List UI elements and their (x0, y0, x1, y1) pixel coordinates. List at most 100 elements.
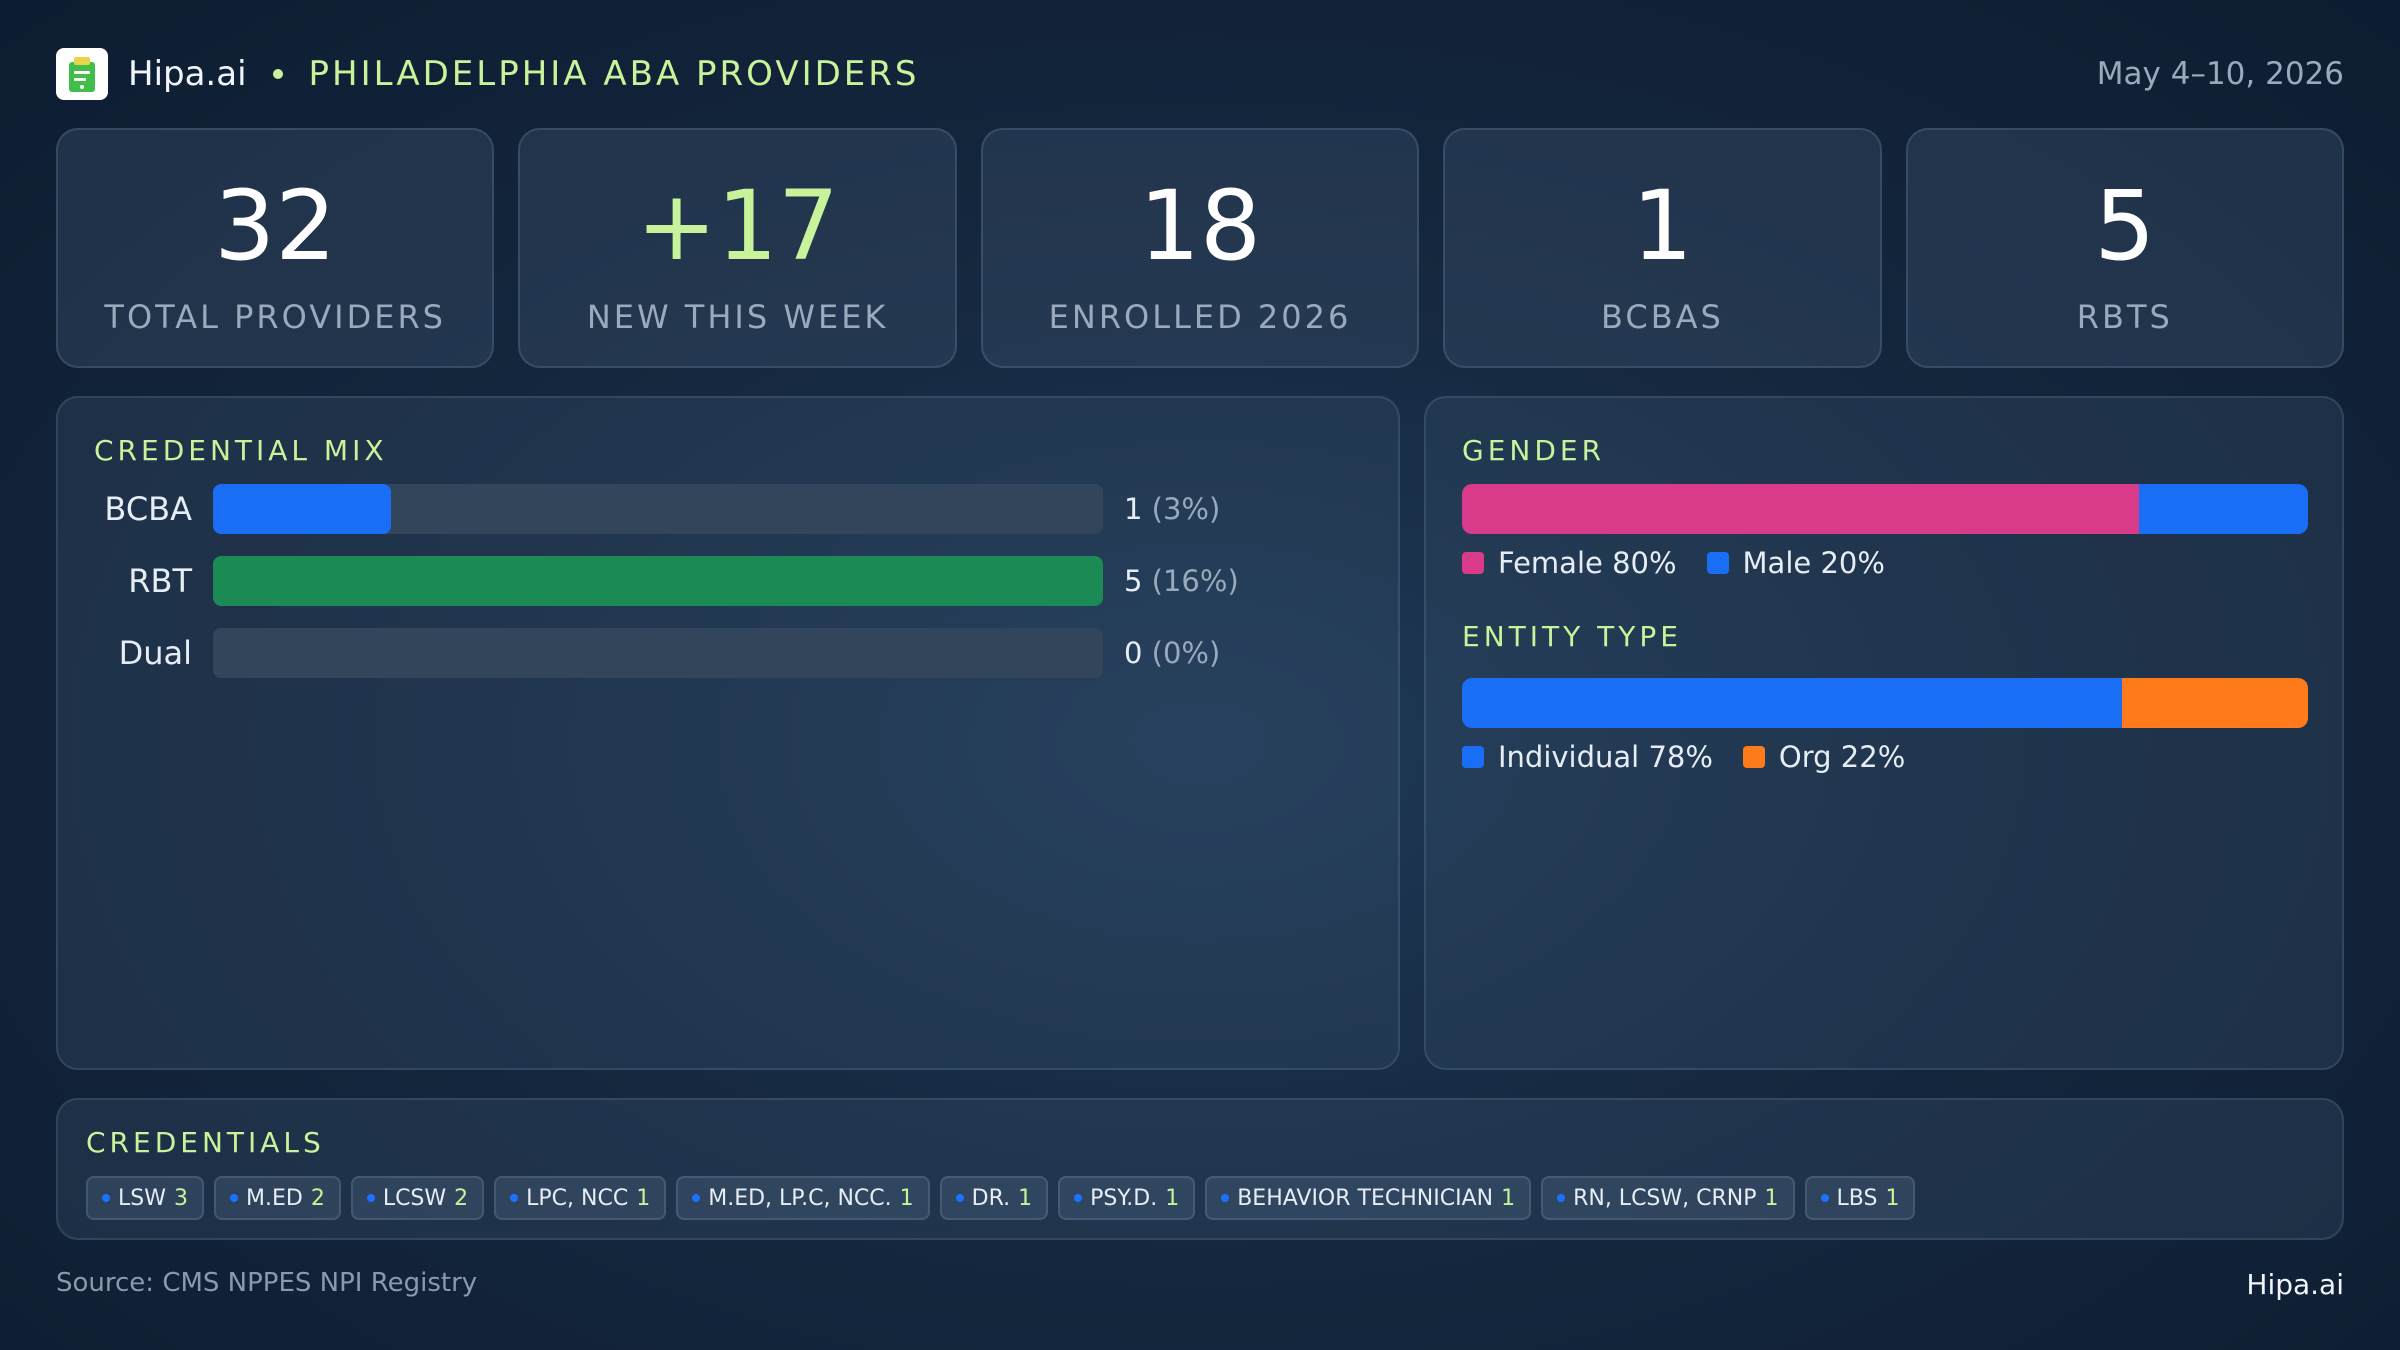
legend-label: Org 22% (1778, 740, 1906, 774)
chip-count: 3 (173, 1185, 188, 1211)
chip-label: LCSW (382, 1185, 447, 1211)
stat-card-enrolled: 18 ENROLLED 2026 (980, 128, 1420, 368)
chip-dot (692, 1194, 701, 1202)
chip-count: 2 (310, 1185, 325, 1211)
chip-count: 1 (899, 1185, 914, 1211)
chip-label: BEHAVIOR TECHNICIAN (1237, 1185, 1494, 1211)
chip-dot (955, 1194, 964, 1202)
stacked-segment (1462, 678, 2122, 728)
date-range: May 4–10, 2026 (2096, 56, 2344, 92)
panel-title: CREDENTIALS (86, 1126, 325, 1159)
chip-count: 1 (1501, 1185, 1516, 1211)
credential-chip: LSW 3 (86, 1176, 204, 1220)
stat-label: ENROLLED 2026 (1048, 298, 1352, 336)
chip-label: M.ED, LP.C, NCC. (708, 1185, 892, 1211)
credential-chip: DR. 1 (939, 1176, 1049, 1220)
legend-label: Female 80% (1498, 546, 1677, 580)
chip-dot (102, 1194, 110, 1202)
credential-bar-row: BCBA 1 (3%) (58, 484, 1398, 534)
entity-type-title: ENTITY TYPE (1462, 620, 1682, 653)
chip-count: 2 (454, 1185, 469, 1211)
credential-chip: M.ED, LP.C, NCC. 1 (676, 1176, 930, 1220)
legend-label: Male 20% (1742, 546, 1885, 580)
bar-value: 5 (16%) (1124, 556, 1239, 606)
legend-item-male: Male 20% (1706, 546, 1885, 580)
chip-dot (510, 1194, 519, 1202)
legend-swatch (1742, 746, 1765, 768)
stacked-segment (2121, 678, 2308, 728)
clipboard-icon (69, 57, 95, 92)
chip-label: PSY.D. (1090, 1185, 1158, 1211)
chip-dot (1221, 1194, 1230, 1202)
chip-dot (366, 1194, 375, 1202)
chip-count: 1 (636, 1185, 651, 1211)
legend-swatch (1706, 552, 1729, 574)
bar-track (213, 628, 1103, 678)
credential-bar-row: Dual 0 (0%) (58, 628, 1398, 678)
stat-value: 1 (1631, 170, 1693, 282)
app-logo (56, 48, 108, 100)
gender-stacked-bar (1462, 484, 2308, 534)
chip-label: DR. (971, 1185, 1011, 1211)
chip-count: 1 (1885, 1185, 1900, 1211)
stat-card-rbts: 5 RBTS (1905, 128, 2345, 368)
stat-card-bcbas: 1 BCBAS (1443, 128, 1882, 368)
chip-dot (1557, 1194, 1566, 1202)
legend-item-female: Female 80% (1462, 546, 1677, 580)
gender-title: GENDER (1462, 434, 1606, 467)
stat-label: NEW THIS WEEK (586, 298, 889, 336)
stacked-segment (2138, 484, 2308, 534)
entity-type-legend: Individual 78% Org 22% (1462, 740, 1935, 774)
credential-chip: PSY.D. 1 (1058, 1176, 1196, 1220)
credential-chip: LBS 1 (1804, 1176, 1916, 1220)
chip-label: M.ED (245, 1185, 303, 1211)
chip-dot (1820, 1194, 1829, 1202)
credential-chip: RN, LCSW, CRNP 1 (1541, 1176, 1795, 1220)
legend-swatch (1462, 552, 1484, 574)
chip-label: LBS (1836, 1185, 1878, 1211)
credential-mix-panel: CREDENTIAL MIX BCBA 1 (3%) RBT 5 (16%) D… (56, 396, 1400, 1070)
stat-value: +17 (636, 170, 839, 282)
data-source: Source: CMS NPPES NPI Registry (56, 1268, 478, 1298)
chip-count: 1 (1165, 1185, 1180, 1211)
bar-fill (213, 484, 391, 534)
brand-name: Hipa.ai (128, 54, 247, 94)
legend-label: Individual 78% (1498, 740, 1713, 774)
bar-count: 1 (1124, 492, 1143, 526)
bar-percent: (3%) (1151, 492, 1221, 526)
credential-chip: BEHAVIOR TECHNICIAN 1 (1205, 1176, 1532, 1220)
chip-label: LPC, NCC (526, 1185, 629, 1211)
credential-bar-row: RBT 5 (16%) (58, 556, 1398, 606)
stat-value: 32 (214, 170, 337, 282)
bar-percent: (16%) (1151, 564, 1239, 598)
stacked-segment (1462, 484, 2139, 534)
bar-value: 0 (0%) (1124, 628, 1220, 678)
bar-label: RBT (128, 562, 192, 600)
bar-label: Dual (118, 634, 192, 672)
stat-label: BCBAS (1600, 298, 1724, 336)
footer-brand: Hipa.ai (2246, 1268, 2344, 1301)
bar-label: BCBA (104, 490, 192, 528)
stat-value: 5 (2094, 170, 2156, 282)
credential-chips: LSW 3 M.ED 2 LCSW 2 LPC, NCC 1 M.ED, LP.C, NCC. 1… (86, 1176, 1916, 1220)
legend-swatch (1462, 746, 1484, 768)
chip-label: RN, LCSW, CRNP (1573, 1185, 1757, 1211)
credentials-panel: CREDENTIALS LSW 3 M.ED 2 LCSW 2 LPC, NCC 1 M.ED,… (56, 1098, 2344, 1240)
page-title: PHILADELPHIA ABA PROVIDERS (308, 54, 920, 94)
credential-chip: M.ED 2 (213, 1176, 341, 1220)
stat-card-new-this-week: +17 NEW THIS WEEK (518, 128, 957, 368)
gender-legend: Female 80% Male 20% (1462, 546, 1915, 580)
chip-count: 1 (1764, 1185, 1779, 1211)
chip-label: LSW (118, 1185, 166, 1211)
header: Hipa.ai PHILADELPHIA ABA PROVIDERS May 4… (56, 46, 2344, 102)
legend-item-org: Org 22% (1742, 740, 1906, 774)
credential-chip: LCSW 2 (350, 1176, 485, 1220)
bar-fill (213, 556, 1103, 606)
chip-dot (229, 1194, 238, 1202)
chip-dot (1074, 1194, 1083, 1202)
stat-label: RBTS (2076, 298, 2173, 336)
stat-card-total-providers: 32 TOTAL PROVIDERS (56, 128, 495, 368)
bar-track (213, 484, 1103, 534)
stat-cards: 32 TOTAL PROVIDERS +17 NEW THIS WEEK 18 … (56, 128, 2345, 368)
bar-track (213, 556, 1103, 606)
